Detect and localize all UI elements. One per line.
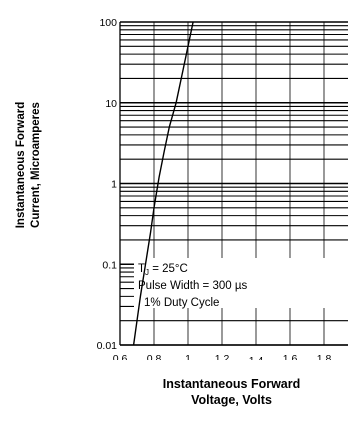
x-axis-label-line-1: Instantaneous Forward [162,377,301,391]
y-axis-label: Instantaneous Forward Current, Microampe… [6,40,52,290]
x-tick-label: 1.4 [249,355,264,360]
y-tick-label: 0.01 [97,340,118,352]
plot-area: 100 10 1 0.1 0.010.6 0.8 1 1.2 1.4 1.6 1.8 TJ = 25°… [97,17,348,360]
x-tick-label: 0.6 [113,353,128,360]
y-tick-label: 10 [105,98,117,110]
y-axis-label-line-1: Instantaneous Forward [15,102,27,229]
y-axis-label-svg: Instantaneous Forward Current, Microampe… [15,102,42,229]
x-tick-label: 1.8 [317,353,332,360]
x-tick-label: 1.2 [215,353,230,360]
annotation-duty-cycle: 1% Duty Cycle [144,297,219,309]
x-tick-label: 0.8 [147,353,162,360]
annotation-temperature: TJ = 25°C [138,263,188,277]
annotation-pulse-width: Pulse Width = 300 µs [138,280,247,292]
y-tick-label: 100 [99,17,117,29]
y-axis-label-line-2: Current, Microamperes [30,102,42,228]
forward-current-curve [132,21,194,346]
y-tick-label: 0.1 [102,259,117,271]
x-axis-label-line-2: Voltage, Volts [191,393,272,407]
x-axis-label: Instantaneous Forward Voltage, Volts [115,376,348,408]
x-tick-label: 1.6 [283,353,298,360]
y-tick-label: 1 [111,179,117,191]
x-tick-label: 1 [185,353,191,360]
annotation-box [134,258,348,308]
